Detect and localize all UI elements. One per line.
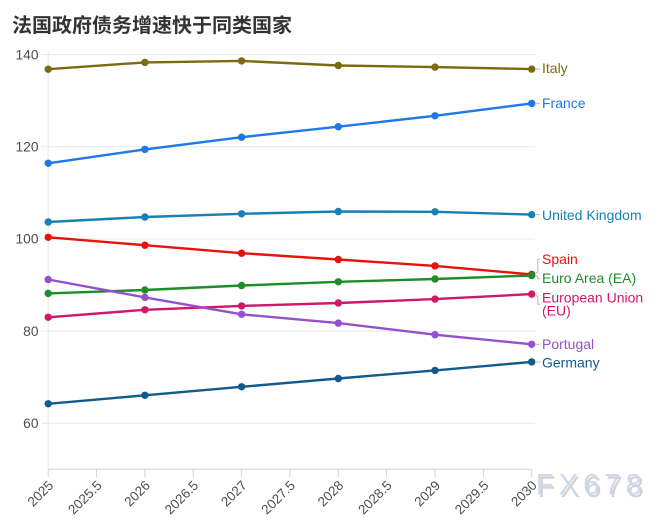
svg-text:140: 140 — [15, 47, 38, 62]
svg-text:FX678: FX678 — [536, 469, 647, 502]
svg-text:Spain: Spain — [542, 251, 578, 267]
svg-text:European Union: European Union — [542, 290, 643, 306]
svg-text:80: 80 — [23, 324, 39, 339]
svg-text:60: 60 — [23, 416, 39, 431]
svg-text:100: 100 — [15, 232, 38, 247]
svg-text:Germany: Germany — [542, 354, 600, 370]
svg-text:(EU): (EU) — [542, 303, 571, 319]
svg-text:France: France — [542, 95, 586, 111]
svg-text:Euro Area (EA): Euro Area (EA) — [542, 270, 636, 286]
svg-text:120: 120 — [15, 139, 38, 154]
svg-text:United Kingdom: United Kingdom — [542, 207, 642, 223]
svg-text:FX678: FX678 — [538, 471, 649, 504]
svg-text:Portugal: Portugal — [542, 336, 594, 352]
svg-text:Italy: Italy — [542, 60, 568, 76]
